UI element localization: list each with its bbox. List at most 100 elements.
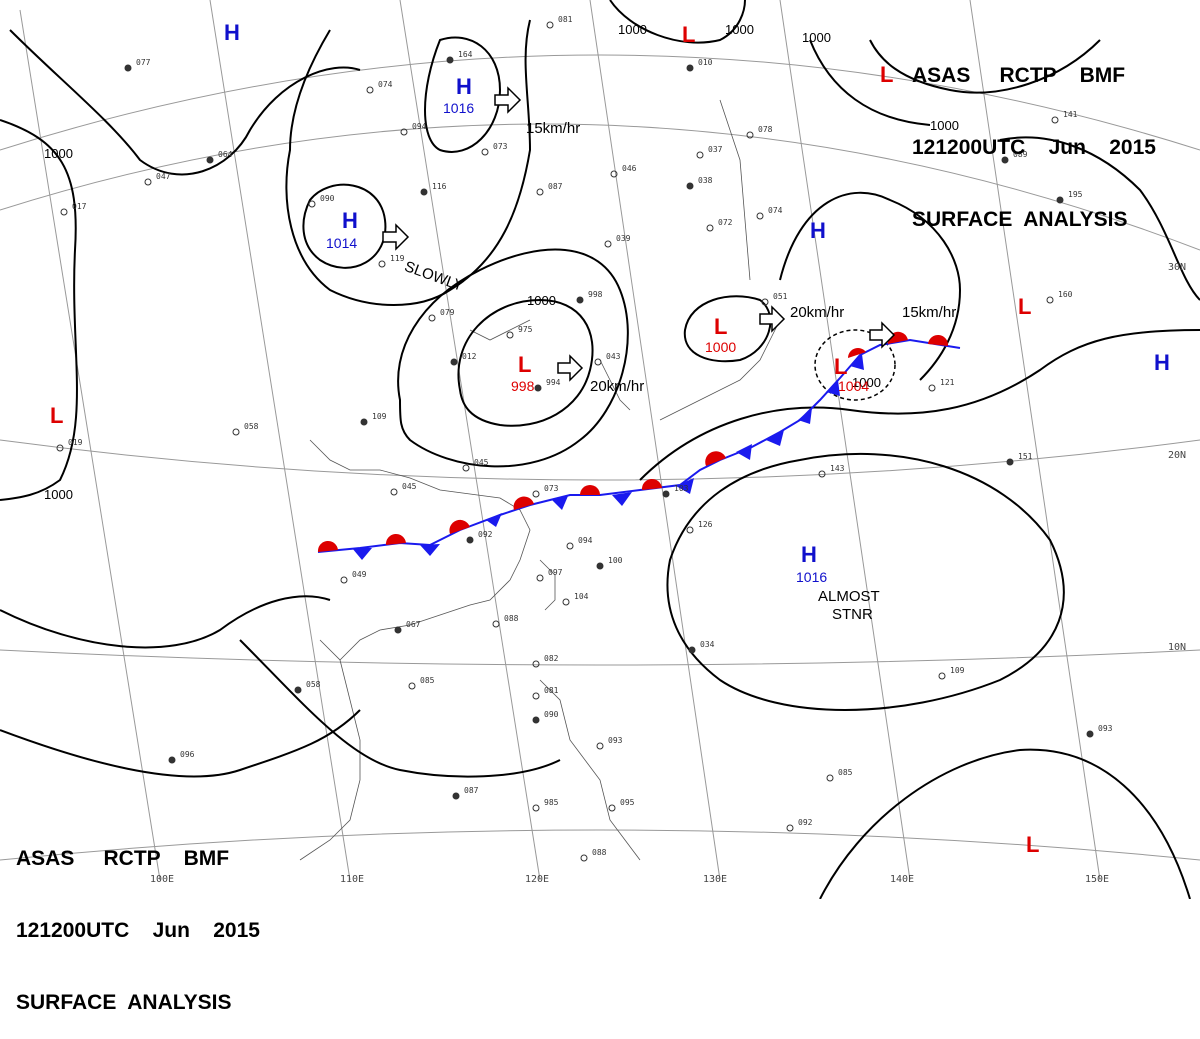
longitude-line-150e [969, 0, 1101, 881]
warm-semicircle [848, 348, 866, 358]
isobar-label: 1000 [44, 146, 73, 161]
station-pressure-value: 085 [838, 768, 853, 777]
station-circle [452, 792, 460, 800]
motion-label: ALMOST [818, 588, 880, 605]
isobar-north-east-2 [869, 39, 1101, 94]
station-pressure-value: 087 [548, 182, 563, 191]
cold-barb [612, 492, 632, 506]
station-circle [532, 716, 540, 724]
isobar-label: 1000 [802, 30, 831, 45]
station-circle [688, 646, 696, 654]
warm-semicircle [580, 485, 600, 495]
warm-semicircle [317, 540, 338, 552]
longitude-line-110e [209, 0, 351, 881]
map-header-top: ASAS RCTP BMF 121200UTC Jun 2015 SURFACE… [912, 16, 1156, 256]
station-pressure-value: 051 [773, 292, 788, 301]
isobar-sw-1000 [0, 709, 361, 778]
low-pressure-value: 998 [511, 378, 535, 394]
station-pressure-value: 164 [458, 50, 473, 59]
cold-barb [798, 408, 812, 424]
station-pressure-value: 019 [68, 438, 83, 447]
cold-barb [420, 544, 440, 556]
station-pressure-value: 141 [1063, 110, 1078, 119]
station-pressure-value: 097 [548, 568, 563, 577]
station-circle [462, 464, 470, 472]
isobar-1000-west [0, 119, 78, 501]
station-pressure-value: 043 [606, 352, 621, 361]
station-circle [1056, 196, 1064, 204]
station-circle [428, 314, 436, 322]
high-pressure-center: H [1154, 350, 1170, 375]
latitude-line [0, 54, 1200, 151]
low-pressure-center: L [880, 62, 894, 87]
station-marks [56, 21, 1094, 862]
warm-semicircle [513, 496, 534, 510]
station-pressure-value: 195 [1068, 190, 1083, 199]
station-circle [536, 574, 544, 582]
header-line: ASAS RCTP BMF [912, 64, 1126, 87]
motion-label: 15km/hr [902, 304, 957, 321]
isobar-far-east [999, 136, 1200, 301]
station-circle [938, 672, 946, 680]
station-circle [378, 260, 386, 268]
warm-semicircle [385, 533, 406, 545]
station-circle [466, 536, 474, 544]
high-pressure-center: H [342, 208, 358, 233]
station-pressure-value: 072 [718, 218, 733, 227]
station-circle [532, 804, 540, 812]
station-circle [450, 358, 458, 366]
isobar-north-pacific [779, 191, 962, 381]
station-circle [534, 384, 542, 392]
latitude-line-10n [0, 649, 1200, 666]
station-circle [492, 620, 500, 628]
station-pressure-value: 109 [950, 666, 965, 675]
station-circle [536, 188, 544, 196]
station-circle [144, 178, 152, 186]
station-pressure-value: 088 [592, 848, 607, 857]
station-pressure-value: 034 [700, 640, 715, 649]
latitude-label: 20N [1168, 450, 1187, 461]
china-coast [309, 439, 531, 661]
motion-arrows [382, 86, 896, 382]
cold-barb [826, 380, 840, 396]
cold-front-barbs [352, 354, 864, 560]
korea-coast [599, 359, 631, 411]
arrow-icon [759, 305, 786, 333]
station-pressure-value: 081 [558, 15, 573, 24]
indochina-coast [299, 639, 361, 861]
cold-barb [850, 354, 864, 370]
station-pressure-value: 073 [493, 142, 508, 151]
station-circle [686, 182, 694, 190]
latitude-line-30n [0, 123, 1200, 251]
low-pressure-center: L [714, 314, 728, 339]
weather-map [0, 0, 1200, 899]
cold-barb [486, 513, 502, 527]
longitude-line-120e [399, 0, 541, 881]
station-pressure-value: 047 [156, 172, 171, 181]
station-circle [686, 526, 694, 534]
station-circle [696, 151, 704, 159]
station-pressure-value: 037 [708, 145, 723, 154]
station-circle [400, 128, 408, 136]
station-pressure-value: 094 [578, 536, 593, 545]
station-circle [294, 686, 302, 694]
cold-barb [736, 444, 752, 460]
header-line: ASAS RCTP BMF [16, 847, 230, 870]
isobar-label: 1000 [725, 22, 754, 37]
high-pressure-value: 1016 [796, 569, 828, 585]
station-circle [1006, 458, 1014, 466]
station-circle [446, 56, 454, 64]
isobar-label: 1000 [852, 375, 881, 390]
isobar-label: 1000 [527, 293, 556, 308]
station-circle [360, 418, 368, 426]
station-circle [481, 148, 489, 156]
longitude-label: 110E [340, 874, 365, 885]
longitude-label: 120E [525, 874, 550, 885]
station-circle [532, 692, 540, 700]
isobar-mongolia [285, 19, 532, 306]
station-pressure-value: 093 [608, 736, 623, 745]
station-circle [1046, 296, 1054, 304]
cold-barb [352, 548, 372, 560]
station-circle [662, 490, 670, 498]
station-circle [1001, 156, 1009, 164]
